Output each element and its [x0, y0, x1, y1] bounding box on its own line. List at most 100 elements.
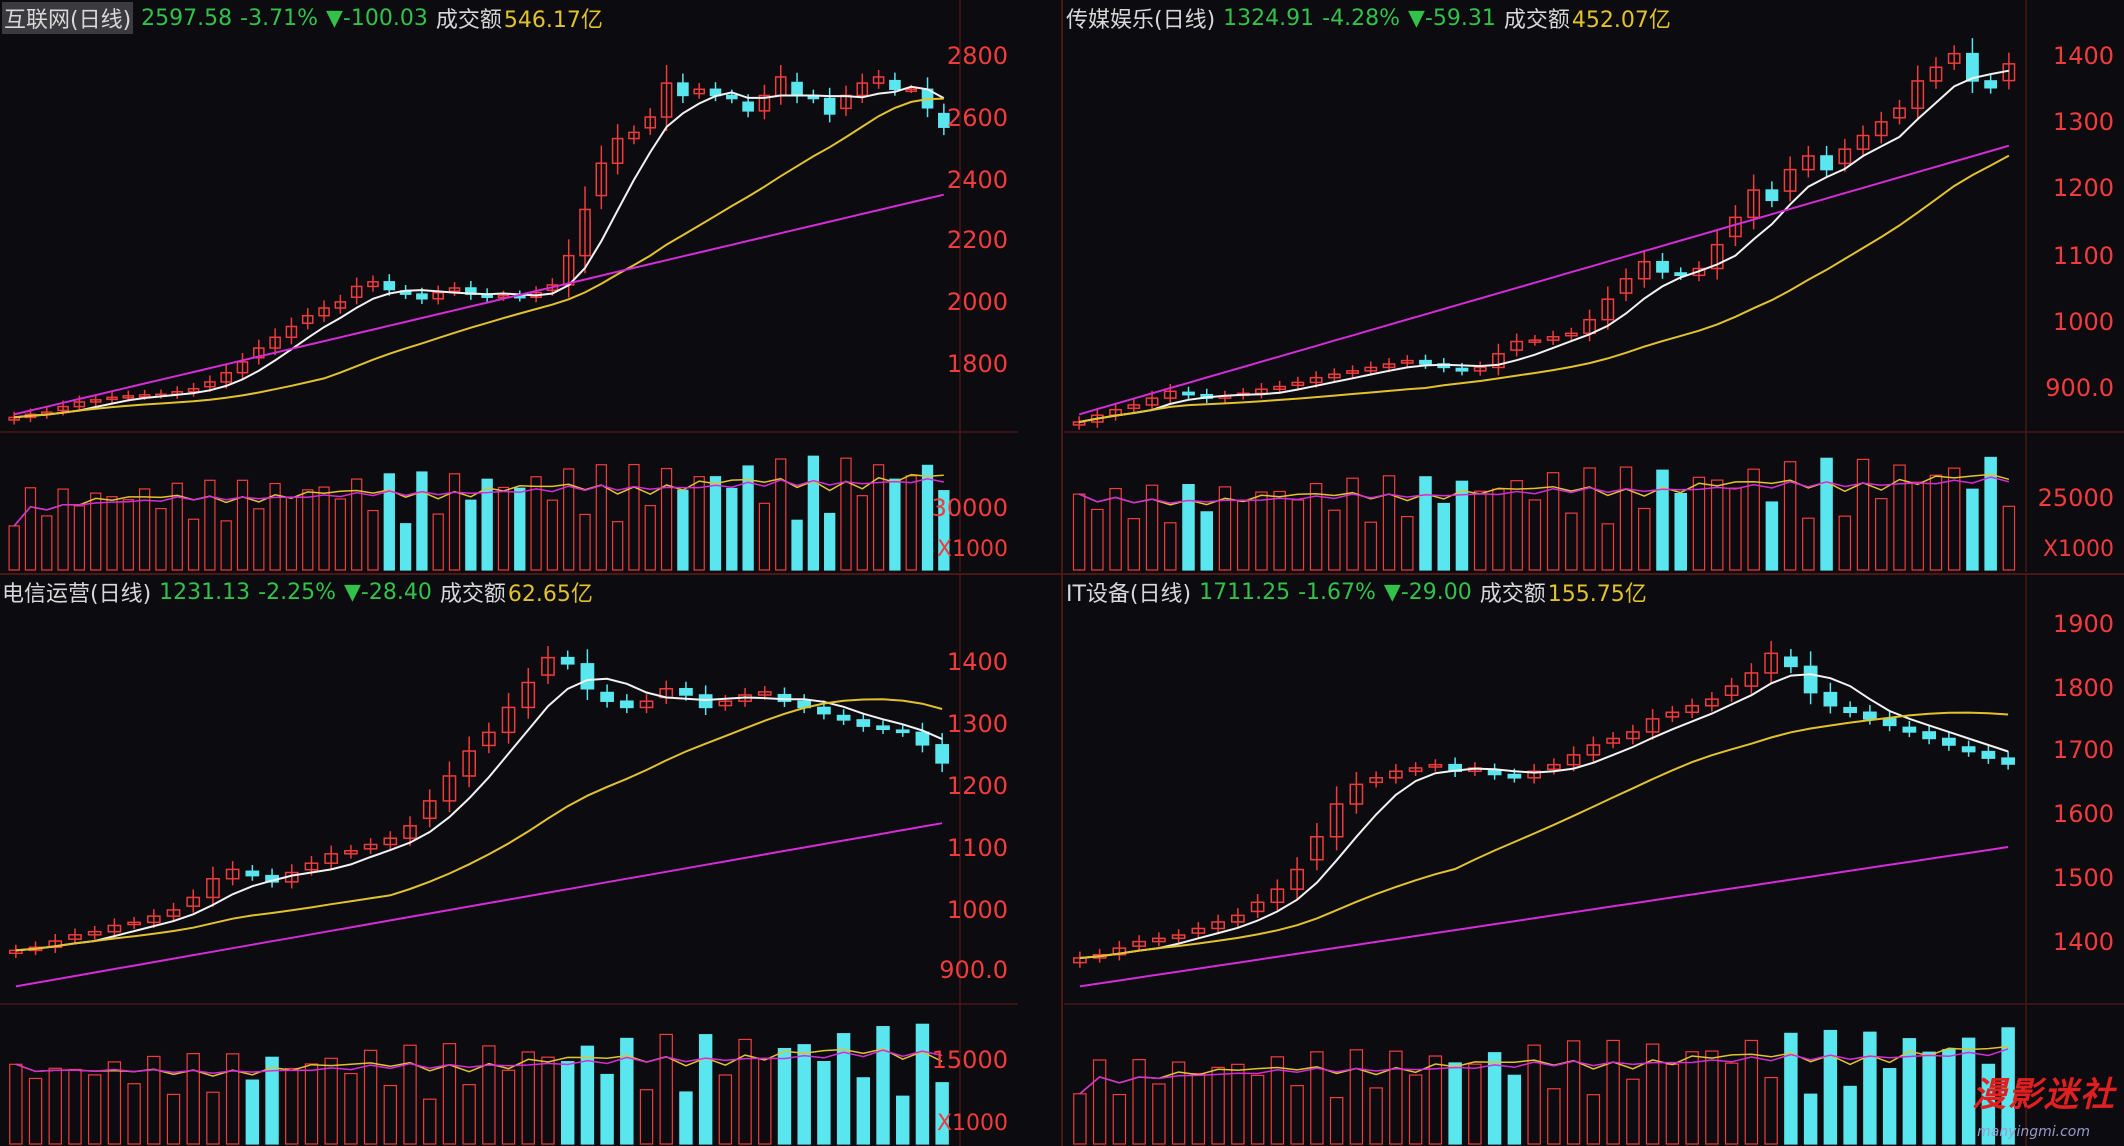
volume-bar — [560, 1061, 575, 1145]
volume-bar — [1547, 1088, 1561, 1145]
volume-bar — [1211, 1066, 1225, 1145]
volume-bar — [462, 1084, 476, 1145]
volume-bar — [1619, 466, 1633, 571]
candle-body — [236, 361, 249, 374]
candle-body — [619, 700, 634, 709]
volume-bar — [68, 1068, 82, 1145]
turnover-label: 成交额 — [1479, 582, 1546, 607]
volume-unit-label: X1000 — [937, 1111, 1008, 1136]
volume-bar — [726, 487, 738, 571]
candle-body — [1329, 803, 1344, 838]
volume-bar — [1112, 1093, 1127, 1145]
candle-body — [1309, 376, 1323, 384]
candle-body — [1327, 373, 1341, 379]
candle-body — [122, 395, 135, 399]
candle-body — [758, 94, 771, 112]
ma20-line — [1078, 154, 2010, 423]
candle-body — [1724, 685, 1739, 696]
volume-bar — [1510, 480, 1523, 571]
candle-body — [915, 731, 930, 746]
candle-body — [1645, 718, 1660, 733]
candle-body — [1145, 397, 1159, 406]
volume-bar — [1255, 491, 1268, 571]
candle-body — [1692, 267, 1706, 277]
volume-bar — [1468, 1063, 1482, 1145]
volume-bar — [351, 478, 363, 571]
volume-bar — [1729, 487, 1742, 571]
candle-body — [1843, 706, 1857, 714]
index-name[interactable]: IT设备(日线) — [1066, 582, 1192, 607]
volume-bar — [817, 1060, 831, 1145]
candle-body — [1112, 947, 1127, 956]
candle-body — [1127, 404, 1141, 410]
index-name[interactable]: 电信运营(日线) — [2, 582, 152, 607]
volume-bar — [1566, 1040, 1581, 1145]
candle-body — [166, 909, 181, 917]
volume-bar — [1191, 1073, 1206, 1145]
candle-body — [1685, 704, 1699, 714]
candle-body — [1211, 921, 1225, 930]
candle-body — [1527, 770, 1541, 779]
y-tick-label: 1500 — [2053, 864, 2114, 892]
candle-body — [1473, 366, 1487, 372]
candle-body — [363, 843, 378, 850]
candle-body — [905, 88, 918, 93]
candle-body — [416, 293, 428, 300]
candle-body — [1929, 66, 1943, 82]
volume-bar — [204, 479, 216, 571]
volume-bar — [285, 496, 298, 571]
candle-body — [106, 396, 118, 401]
volume-bar — [253, 508, 265, 571]
candle-body — [1893, 107, 1906, 119]
turnover-label: 成交额 — [439, 582, 506, 607]
candle-body — [1784, 656, 1798, 668]
candle-body — [1601, 298, 1615, 321]
index-change-pct: -1.67% — [1298, 579, 1376, 605]
candle-body — [1171, 934, 1186, 940]
volume-bar — [206, 1091, 220, 1145]
candle-body — [1132, 940, 1146, 947]
candle-body — [1586, 744, 1601, 756]
volume-bar — [1218, 486, 1232, 571]
y-tick-label: 1000 — [947, 896, 1008, 924]
volume-bar — [836, 1033, 851, 1145]
volume-bar — [8, 525, 20, 571]
volume-bar — [1273, 490, 1286, 571]
candle-body — [383, 837, 398, 846]
volume-bar — [856, 1077, 871, 1145]
volume-bar — [738, 1038, 752, 1145]
candle-body — [8, 949, 23, 955]
volume-bar — [639, 1089, 654, 1145]
ma60-line — [1078, 144, 2010, 416]
candle-body — [1744, 672, 1759, 687]
volume-bar — [1329, 1097, 1344, 1145]
volume-bar — [644, 505, 656, 571]
volume-ma-line — [15, 1048, 943, 1077]
volume-bar — [57, 488, 69, 571]
volume-bar — [1250, 1074, 1265, 1145]
index-name[interactable]: 传媒娱乐(日线) — [1066, 8, 1216, 33]
volume-bar — [1705, 1050, 1719, 1145]
ma5-line — [15, 677, 943, 952]
candle-body — [1637, 260, 1651, 280]
index-name[interactable]: 互联网(日线) — [2, 2, 134, 34]
volume-bar — [1981, 1063, 1996, 1145]
candle-body — [2001, 757, 2015, 765]
candle-body — [324, 853, 339, 864]
candle-body — [187, 387, 200, 393]
ma60-line — [1079, 846, 2009, 988]
volume-bar — [236, 479, 249, 571]
index-change-pct: -4.28% — [1322, 5, 1400, 31]
volume-bar — [1764, 1076, 1778, 1145]
turnover-label: 成交额 — [1503, 8, 1570, 33]
candle-body — [1801, 155, 1815, 171]
volume-bar — [1231, 1063, 1245, 1145]
volume-bar — [423, 1098, 437, 1145]
candle-body — [1528, 339, 1542, 343]
candle-body — [432, 291, 445, 300]
candle-body — [1547, 763, 1561, 771]
volume-bar — [563, 468, 575, 571]
y-tick-label: 2600 — [947, 104, 1008, 132]
volume-bar — [501, 1069, 516, 1145]
index-change: ▼-29.00 — [1383, 579, 1472, 605]
